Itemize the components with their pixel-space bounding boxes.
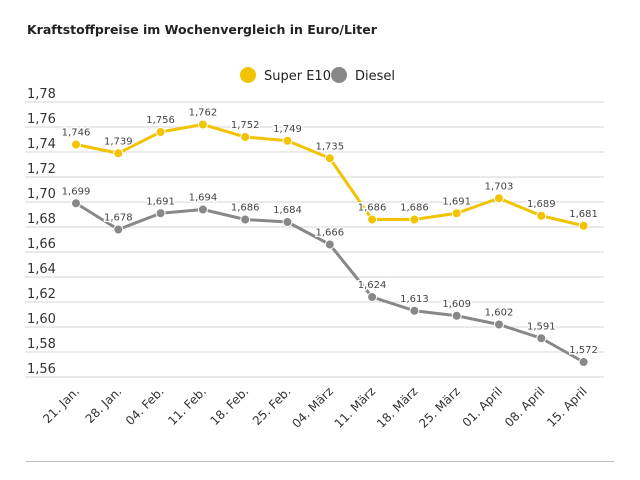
data-point <box>113 148 124 159</box>
data-label: 1,752 <box>231 120 260 131</box>
data-label: 1,746 <box>62 128 91 139</box>
data-point <box>324 239 335 250</box>
data-point <box>240 214 251 225</box>
data-point <box>282 135 293 146</box>
data-label: 1,689 <box>527 199 556 210</box>
data-label: 1,686 <box>358 203 387 214</box>
y-tick-label: 1,74 <box>27 137 56 152</box>
data-point <box>155 208 166 219</box>
x-tick-label: 04. März <box>289 384 336 431</box>
x-tick-label: 15. April <box>544 384 589 429</box>
y-tick-label: 1,58 <box>27 337 56 352</box>
y-tick-label: 1,64 <box>27 262 56 277</box>
x-tick-label: 28. Jan. <box>83 384 125 426</box>
data-label: 1,686 <box>400 203 429 214</box>
x-tick-label: 21. Jan. <box>40 384 82 426</box>
data-point <box>494 319 504 330</box>
data-label: 1,691 <box>442 196 471 207</box>
data-label: 1,666 <box>315 228 344 239</box>
data-label: 1,762 <box>189 108 218 119</box>
x-tick-label: 11. März <box>332 384 379 431</box>
x-tick-label: 04. Feb. <box>123 384 167 428</box>
data-label: 1,613 <box>400 294 429 305</box>
legend-marker-diesel <box>331 67 347 83</box>
x-tick-label: 11. Feb. <box>165 384 209 428</box>
y-tick-label: 1,72 <box>27 162 56 177</box>
data-point <box>578 220 589 231</box>
x-tick-label: 01. April <box>460 384 505 429</box>
x-tick-label: 18. Feb. <box>208 384 252 428</box>
data-label: 1,591 <box>527 321 556 332</box>
y-tick-label: 1,62 <box>27 287 56 302</box>
y-tick-label: 1,68 <box>27 212 56 227</box>
y-tick-label: 1,76 <box>27 112 56 127</box>
data-point <box>451 310 462 321</box>
data-label: 1,686 <box>231 203 260 214</box>
data-point <box>197 204 208 215</box>
data-point <box>536 210 547 221</box>
data-label: 1,609 <box>442 299 471 310</box>
data-point <box>324 153 335 164</box>
chart-title: Kraftstoffpreise im Wochenvergleich in E… <box>27 22 377 37</box>
legend-marker-super-e10 <box>240 67 256 83</box>
data-point <box>282 217 293 227</box>
data-point <box>71 198 81 209</box>
data-label: 1,572 <box>569 345 598 356</box>
data-point <box>197 119 208 130</box>
data-label: 1,739 <box>104 136 133 147</box>
data-label: 1,602 <box>485 308 514 319</box>
x-tick-label: 25. März <box>416 384 463 431</box>
data-label: 1,756 <box>146 115 175 126</box>
data-label: 1,681 <box>569 209 598 220</box>
data-label: 1,678 <box>104 213 133 224</box>
data-point <box>494 193 504 204</box>
data-point <box>71 139 81 150</box>
bottom-divider <box>26 461 614 462</box>
data-label: 1,703 <box>485 181 514 192</box>
data-point <box>409 214 420 225</box>
data-point <box>367 292 378 302</box>
data-point <box>367 214 378 225</box>
data-point <box>451 208 462 219</box>
x-tick-label: 25. Feb. <box>250 384 294 428</box>
y-tick-label: 1,60 <box>27 312 56 327</box>
data-label: 1,699 <box>62 186 91 197</box>
x-tick-label: 08. April <box>502 384 547 429</box>
data-point <box>578 357 589 367</box>
legend-label: Diesel <box>355 69 395 84</box>
y-tick-label: 1,70 <box>27 187 56 202</box>
data-point <box>113 224 124 235</box>
data-label: 1,749 <box>273 124 302 135</box>
data-label: 1,694 <box>189 193 218 204</box>
data-label: 1,684 <box>273 205 302 216</box>
data-point <box>155 127 166 137</box>
data-label: 1,691 <box>146 196 175 207</box>
data-point <box>240 132 251 142</box>
x-tick-label: 18. März <box>374 384 421 431</box>
data-label: 1,735 <box>315 141 344 152</box>
data-point <box>536 333 547 344</box>
data-point <box>409 305 420 316</box>
y-tick-label: 1,66 <box>27 237 56 252</box>
y-tick-label: 1,56 <box>27 362 56 377</box>
legend-label: Super E10 <box>264 69 331 84</box>
series-line-super-e10 <box>75 123 584 228</box>
y-tick-label: 1,78 <box>27 87 56 102</box>
data-label: 1,624 <box>358 280 387 291</box>
